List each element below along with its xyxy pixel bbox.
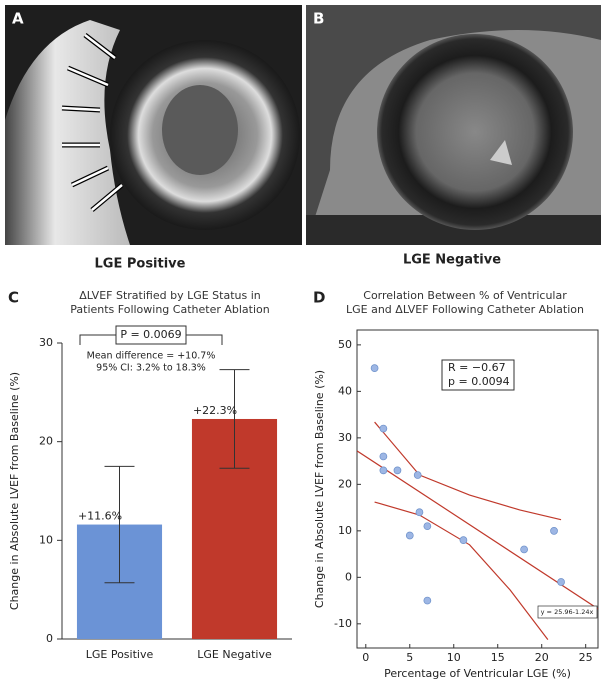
y-axis-label: Change in Absolute LVEF from Baseline (%… xyxy=(8,372,21,610)
x-tick-label: 25 xyxy=(579,651,593,664)
image-caption: LGE Negative xyxy=(403,253,501,268)
data-point xyxy=(557,578,565,586)
panel-label: B xyxy=(313,10,324,28)
panel-label: D xyxy=(313,289,325,307)
annotation: P = 0.0069 xyxy=(120,328,181,341)
fit-label: y = 25.96-1.24x xyxy=(541,608,594,616)
y-tick-label: -10 xyxy=(334,617,352,630)
y-tick-label: 20 xyxy=(338,477,352,490)
annotation: Mean difference = +10.7% xyxy=(87,351,216,362)
data-point xyxy=(370,364,379,372)
fit-label-box xyxy=(537,605,598,619)
chart-title: ΔLVEF Stratified by LGE Status in xyxy=(79,289,261,302)
data-point xyxy=(423,596,432,605)
y-tick-label: 30 xyxy=(39,336,53,349)
x-tick-label: 10 xyxy=(447,651,461,664)
chart-title: Correlation Between % of Ventricular xyxy=(363,289,567,302)
x-axis-label: Percentage of Ventricular LGE (%) xyxy=(384,667,571,680)
value-label: +22.3% xyxy=(193,404,237,417)
x-tick-label: LGE Positive xyxy=(86,648,154,661)
y-tick-label: 10 xyxy=(39,533,53,546)
x-tick-label: 15 xyxy=(491,651,505,664)
data-point xyxy=(379,452,388,461)
panel-label: C xyxy=(8,289,19,307)
y-tick-label: 50 xyxy=(338,338,352,351)
annotation: R = −0.67 xyxy=(448,361,506,374)
data-point xyxy=(423,522,432,531)
mri-image-a xyxy=(5,5,302,245)
image-caption: LGE Positive xyxy=(95,257,186,272)
p-box xyxy=(115,325,187,345)
confidence-band xyxy=(374,501,549,640)
annotation: 95% CI: 3.2% to 18.3% xyxy=(96,363,206,374)
panel-label: A xyxy=(12,10,24,28)
stats-box xyxy=(441,359,515,391)
chart-title: LGE and ΔLVEF Following Catheter Ablatio… xyxy=(346,303,584,316)
value-label: +11.6% xyxy=(78,510,122,523)
y-tick-label: 10 xyxy=(338,524,352,537)
y-tick-label: 30 xyxy=(338,431,352,444)
y-tick-label: 0 xyxy=(46,632,53,645)
y-tick-label: 40 xyxy=(338,384,352,397)
data-point xyxy=(520,545,528,554)
y-axis-label: Change in Absolute LVEF from Baseline (%… xyxy=(313,370,326,608)
data-point xyxy=(459,536,468,544)
confidence-band xyxy=(374,421,562,521)
mri-image-b xyxy=(306,5,601,245)
y-tick-label: 20 xyxy=(39,435,53,448)
data-point xyxy=(413,471,422,479)
data-point xyxy=(415,508,424,517)
chart-title: Patients Following Catheter Ablation xyxy=(70,303,270,316)
x-tick-label: LGE Negative xyxy=(197,648,272,661)
plot-frame xyxy=(356,329,599,649)
data-point xyxy=(379,466,388,475)
y-tick-label: 0 xyxy=(345,570,352,583)
data-point xyxy=(393,466,402,475)
annotation: p = 0.0094 xyxy=(448,375,510,388)
data-point xyxy=(550,526,558,535)
x-tick-label: 0 xyxy=(362,651,369,664)
data-point xyxy=(405,531,414,540)
x-tick-label: 5 xyxy=(406,651,413,664)
data-point xyxy=(379,424,388,433)
x-tick-label: 20 xyxy=(535,651,549,664)
